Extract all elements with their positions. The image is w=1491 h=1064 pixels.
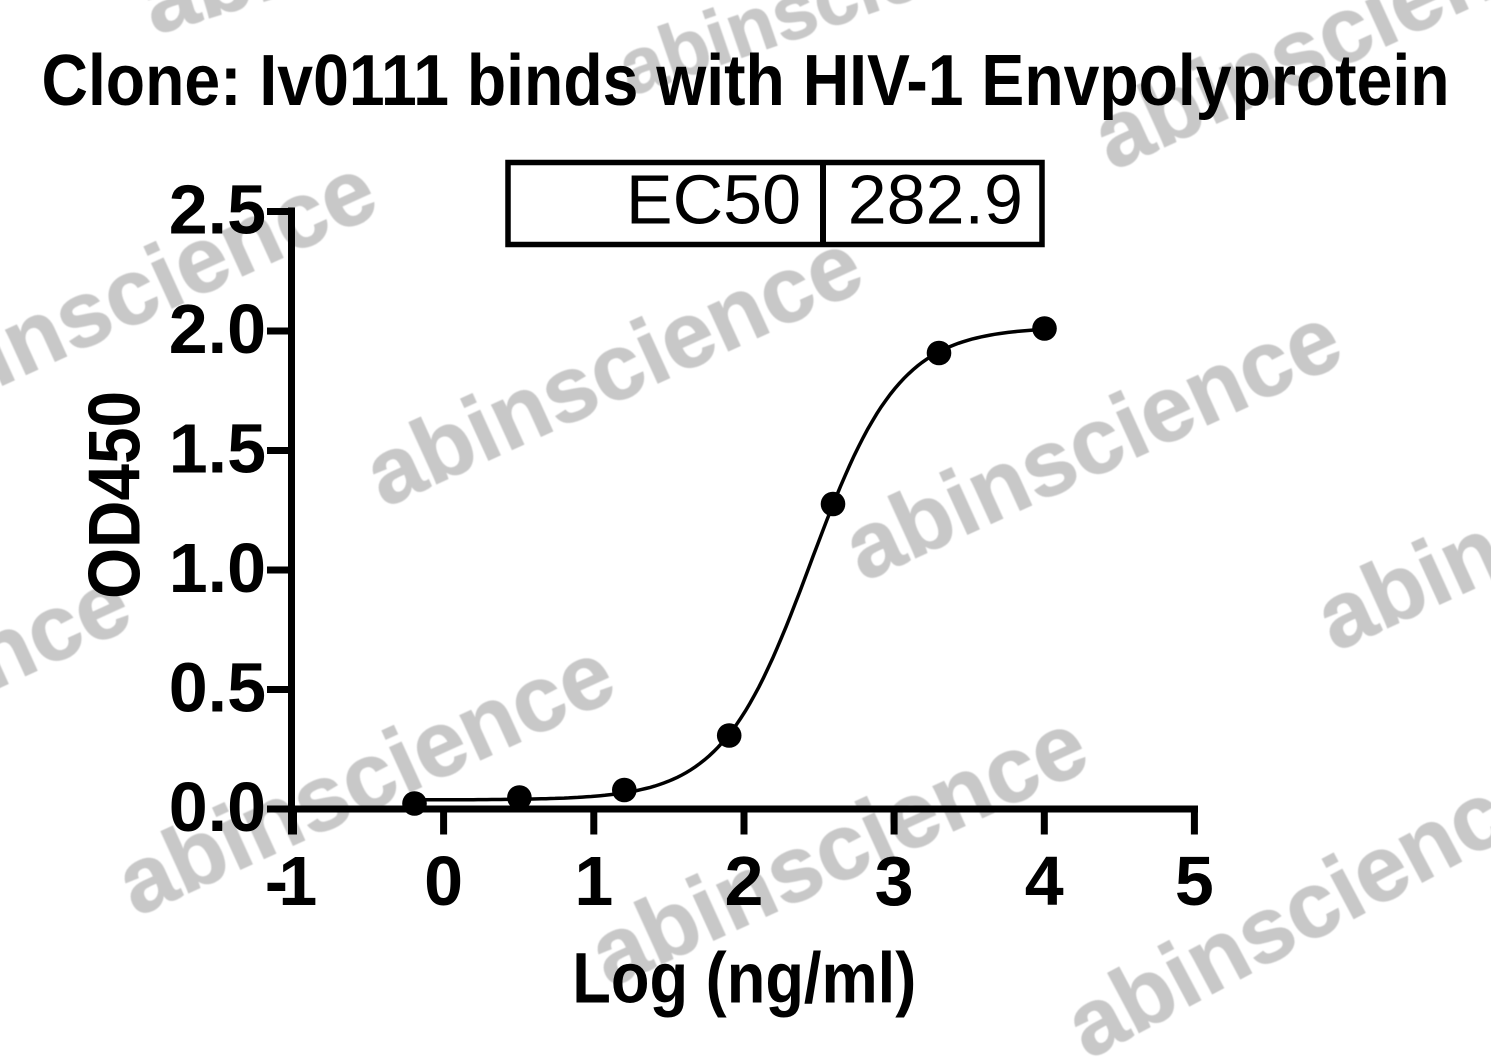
svg-text:0.0: 0.0	[169, 768, 266, 846]
svg-text:0.5: 0.5	[169, 649, 266, 727]
svg-text:1.5: 1.5	[169, 410, 266, 488]
svg-text:Log (ng/ml): Log (ng/ml)	[572, 939, 916, 1018]
svg-text:OD450: OD450	[75, 391, 156, 599]
svg-text:2.0: 2.0	[169, 290, 266, 368]
svg-text:2: 2	[725, 842, 764, 920]
svg-text:Clone: Iv0111 binds with HIV-1: Clone: Iv0111 binds with HIV-1 Envpolypr…	[42, 41, 1450, 121]
svg-text:0: 0	[424, 842, 463, 920]
svg-text:EC50: EC50	[626, 160, 801, 238]
svg-text:1.0: 1.0	[169, 529, 266, 607]
svg-text:282.9: 282.9	[848, 160, 1023, 238]
svg-text:-1: -1	[265, 842, 318, 920]
svg-text:5: 5	[1175, 842, 1214, 920]
svg-text:1: 1	[574, 842, 613, 920]
svg-text:2.5: 2.5	[169, 171, 266, 249]
svg-text:3: 3	[875, 842, 914, 920]
svg-text:4: 4	[1025, 842, 1064, 920]
